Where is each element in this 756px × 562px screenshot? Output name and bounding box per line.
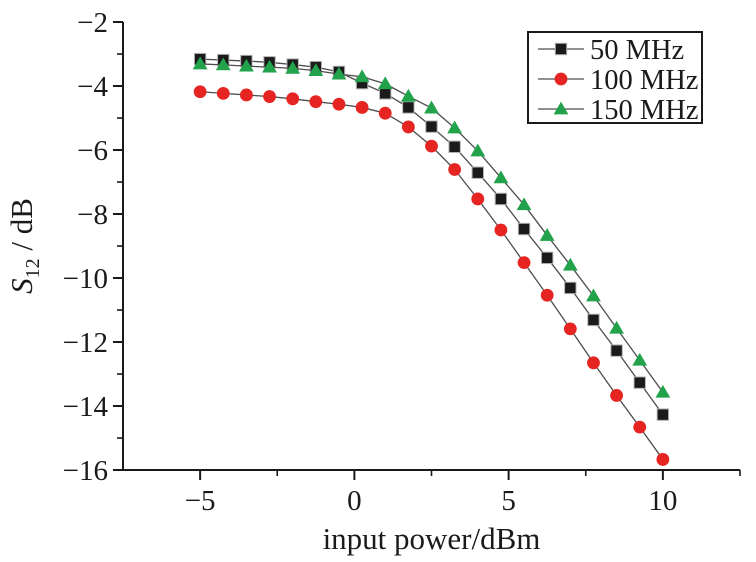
data-point [609, 320, 624, 334]
y-tick-label: −12 [63, 327, 108, 359]
data-point [239, 58, 254, 72]
legend-marker-square [554, 42, 568, 56]
series-150-mhz [192, 56, 671, 398]
y-axis-label: S12 / dB [4, 198, 44, 294]
x-tick-label: 10 [648, 485, 677, 517]
data-point [516, 197, 532, 211]
y-tick-label: −8 [77, 199, 108, 231]
legend-label: 150 MHz [590, 95, 698, 126]
data-point [263, 90, 276, 103]
data-point [633, 420, 647, 434]
data-point [309, 95, 323, 109]
data-point [355, 101, 369, 114]
y-tick-label: −14 [63, 391, 109, 423]
y-tick-label: −2 [77, 7, 108, 39]
data-point [192, 56, 208, 70]
data-point [240, 88, 253, 102]
data-point [425, 139, 438, 153]
data-point [425, 120, 438, 133]
legend-marker-triangle [553, 101, 569, 115]
data-point [632, 352, 648, 366]
data-point [656, 408, 670, 421]
data-point [285, 61, 301, 74]
data-point [378, 106, 392, 120]
data-point [402, 101, 415, 114]
data-point [215, 57, 231, 71]
data-point [655, 384, 671, 398]
data-point [471, 192, 485, 206]
data-point [563, 322, 577, 336]
data-point [494, 223, 508, 237]
data-point [447, 120, 463, 134]
data-point [540, 251, 554, 265]
data-point [610, 389, 623, 402]
data-point [610, 344, 623, 357]
data-point [424, 100, 439, 114]
data-point [354, 69, 370, 83]
y-tick-label: −6 [77, 135, 108, 167]
data-point [586, 288, 601, 302]
data-point [539, 228, 555, 241]
x-tick-label: 0 [347, 485, 362, 517]
legend-marker-circle [554, 72, 568, 86]
data-point [401, 120, 415, 134]
data-point [286, 92, 300, 106]
data-point [540, 288, 554, 302]
y-tick-label: −10 [63, 263, 108, 295]
y-tick-label: −16 [63, 455, 108, 487]
data-point [400, 88, 416, 102]
data-point [494, 192, 508, 206]
data-point [633, 376, 646, 389]
x-tick-label: −5 [185, 485, 216, 517]
data-point [587, 313, 600, 327]
plot-axes: −2 −4 −6 −8 −10 −12 −14 −16 −5 0 5 10 [63, 7, 741, 517]
data-point [377, 76, 393, 90]
data-point [564, 281, 577, 295]
data-point [379, 87, 392, 100]
data-point [331, 66, 347, 80]
legend-entry: 100 MHz [538, 65, 698, 96]
legend-entry: 50 MHz [538, 35, 684, 66]
data-point [308, 63, 324, 77]
data-point [471, 166, 484, 179]
data-point [656, 453, 670, 466]
data-point [448, 163, 462, 176]
legend-label: 50 MHz [590, 35, 684, 66]
data-point [332, 97, 346, 111]
data-point [193, 85, 207, 99]
data-point [517, 256, 531, 270]
data-point [562, 257, 578, 271]
y-tick-label: −4 [77, 71, 108, 103]
x-tick-label: 5 [501, 485, 516, 517]
data-point [262, 59, 277, 73]
data-point [587, 356, 600, 370]
x-axis-label: input power/dBm [323, 521, 541, 556]
series-100-mhz [193, 85, 670, 466]
legend-entry: 150 MHz [538, 95, 698, 126]
data-point [470, 143, 486, 157]
data-point [216, 86, 230, 100]
data-point [517, 222, 531, 236]
data-point [448, 140, 461, 154]
legend-label: 100 MHz [590, 65, 698, 96]
data-point [493, 170, 509, 184]
